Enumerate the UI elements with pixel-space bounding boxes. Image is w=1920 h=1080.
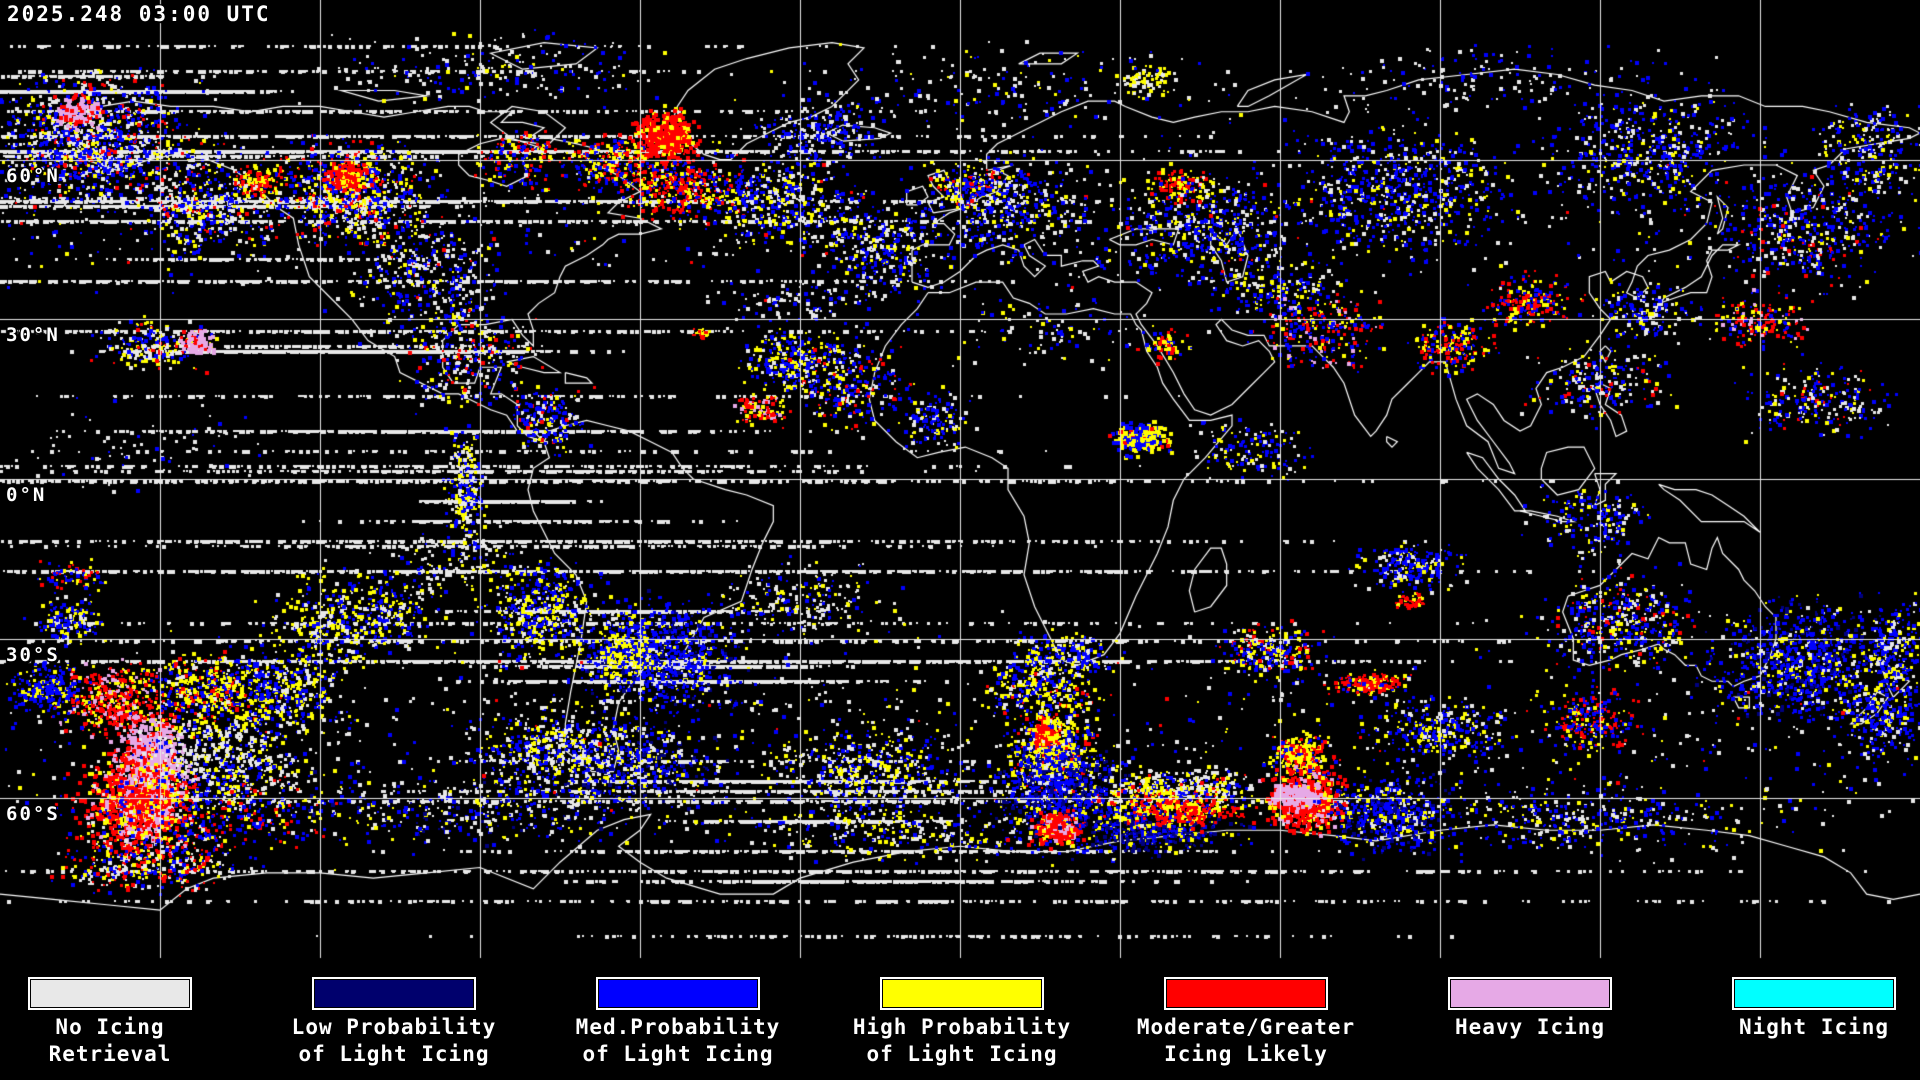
legend-label-med-prob-light-icing: Med.Probability of Light Icing <box>575 1015 781 1066</box>
lat-label-30s: 30°S <box>6 644 60 666</box>
legend-label-low-prob-light-icing: Low Probability of Light Icing <box>291 1015 497 1066</box>
legend-swatch-low-prob-light-icing <box>312 977 476 1010</box>
lat-label-30n: 30°N <box>6 324 60 346</box>
legend-swatch-heavy-icing <box>1448 977 1612 1010</box>
legend-swatch-med-prob-light-icing <box>596 977 760 1010</box>
timestamp: 2025.248 03:00 UTC <box>7 2 271 26</box>
legend-swatch-high-prob-light-icing <box>880 977 1044 1010</box>
legend-swatch-no-icing-retrieval <box>28 977 192 1010</box>
lat-label-60s: 60°S <box>6 803 60 825</box>
lat-label-60n: 60°N <box>6 165 60 187</box>
legend-label-high-prob-light-icing: High Probability of Light Icing <box>852 1015 1072 1066</box>
legend-label-night-icing: Night Icing <box>1738 1015 1890 1039</box>
legend-label-no-icing-retrieval: No Icing Retrieval <box>48 1015 172 1066</box>
lat-label-0n: 0°N <box>6 484 47 506</box>
legend-swatch-night-icing <box>1732 977 1896 1010</box>
legend-label-heavy-icing: Heavy Icing <box>1454 1015 1606 1039</box>
legend-swatch-moderate-greater-icing <box>1164 977 1328 1010</box>
legend-label-moderate-greater-icing: Moderate/Greater Icing Likely <box>1136 1015 1356 1066</box>
